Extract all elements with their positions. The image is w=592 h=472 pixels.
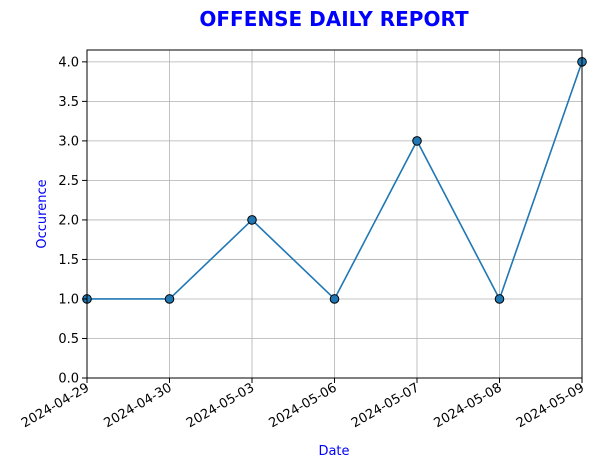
y-axis-ticks: 0.0 0.5 1.0 1.5 2.0 2.5 3.0 3.5 4.0 (58, 55, 87, 387)
data-point (494, 294, 505, 304)
y-tick-label: 3.5 (58, 95, 79, 110)
x-axis-label: Date (318, 444, 349, 459)
x-axis-ticks: 2024-04-29 2024-04-30 2024-05-03 2024-05-06… (19, 378, 587, 431)
grid (86, 50, 583, 379)
x-tick-label: 2024-05-09 (514, 380, 587, 431)
data-point (412, 136, 422, 146)
y-tick-label: 0.5 (58, 332, 79, 347)
y-tick-label: 3.0 (58, 134, 79, 149)
y-tick-label: 4.0 (58, 55, 79, 70)
x-tick-label: 2024-05-08 (432, 380, 505, 431)
x-tick-label: 2024-04-29 (19, 380, 92, 431)
x-tick-label: 2024-05-03 (184, 380, 257, 431)
x-tick-label: 2024-05-06 (267, 380, 340, 431)
y-tick-label: 2.5 (58, 174, 79, 189)
x-tick-label: 2024-04-30 (102, 380, 175, 431)
data-point (164, 294, 175, 304)
y-axis-label: Occurence (35, 179, 50, 248)
y-tick-label: 1.0 (58, 292, 79, 307)
chart-title: OFFENSE DAILY REPORT (199, 7, 469, 31)
data-point (329, 294, 340, 304)
data-point (247, 215, 257, 225)
y-tick-label: 2.0 (58, 213, 79, 228)
y-tick-label: 1.5 (58, 253, 79, 268)
x-tick-label: 2024-05-07 (349, 380, 422, 431)
y-tick-label: 0.0 (58, 372, 79, 387)
